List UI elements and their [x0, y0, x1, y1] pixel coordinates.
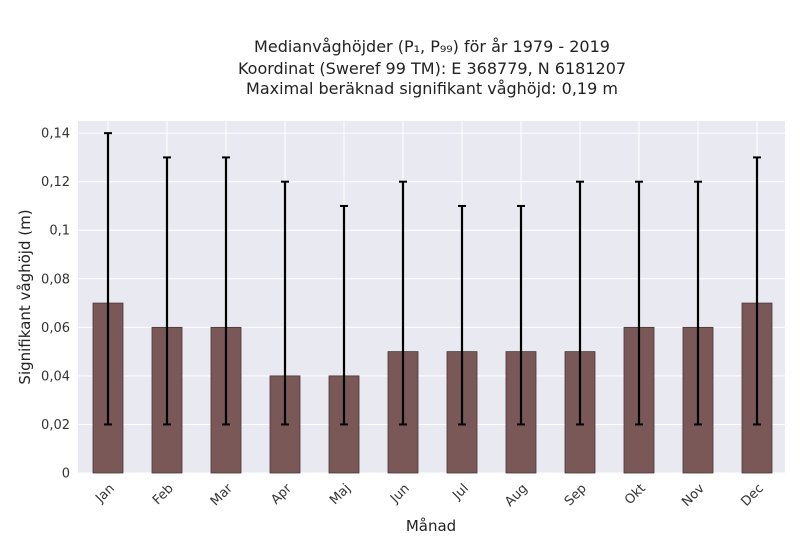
y-axis-ticks: 0 0,02 0,04 0,06 0,08 0,1 0,12 0,14	[41, 127, 70, 482]
x-tick-label: Jul	[449, 481, 471, 503]
x-tick-label: Sep	[562, 481, 590, 509]
x-tick-label: Nov	[679, 481, 708, 510]
x-tick-label: Jan	[92, 481, 117, 506]
x-axis-ticks: Jan Feb Mar Apr Maj Jun Jul Aug Sep Okt Nov Dec	[92, 481, 766, 510]
title-line-3: Maximal beräknad signifikant våghöjd: 0,…	[246, 79, 618, 98]
x-axis-label: Månad	[406, 517, 456, 535]
title-line-2: Koordinat (Sweref 99 TM): E 368779, N 61…	[238, 59, 626, 78]
title-line-1: Medianvåghöjder (P₁, P₉₉) för år 1979 - …	[254, 37, 610, 56]
y-tick-label: 0,12	[41, 175, 70, 190]
x-tick-label: Maj	[327, 481, 354, 508]
x-tick-label: Apr	[268, 481, 295, 508]
x-tick-label: Aug	[502, 481, 531, 510]
plot-area	[78, 121, 785, 473]
error-bars	[104, 132, 761, 426]
y-tick-label: 0,02	[41, 418, 70, 433]
y-tick-label: 0,14	[41, 127, 70, 142]
chart-title: Medianvåghöjder (P₁, P₉₉) för år 1979 - …	[238, 37, 626, 98]
x-tick-label: Mar	[208, 481, 236, 509]
y-tick-label: 0,1	[49, 224, 70, 239]
y-tick-label: 0,06	[41, 321, 70, 336]
y-tick-label: 0	[62, 467, 70, 482]
y-axis-label: Signifikant våghöjd (m)	[16, 209, 34, 384]
y-tick-label: 0,04	[41, 369, 70, 384]
x-tick-label: Jun	[387, 481, 413, 507]
x-tick-label: Okt	[622, 481, 649, 508]
y-tick-label: 0,08	[41, 272, 70, 287]
x-tick-label: Dec	[738, 481, 766, 509]
x-tick-label: Feb	[150, 481, 177, 508]
